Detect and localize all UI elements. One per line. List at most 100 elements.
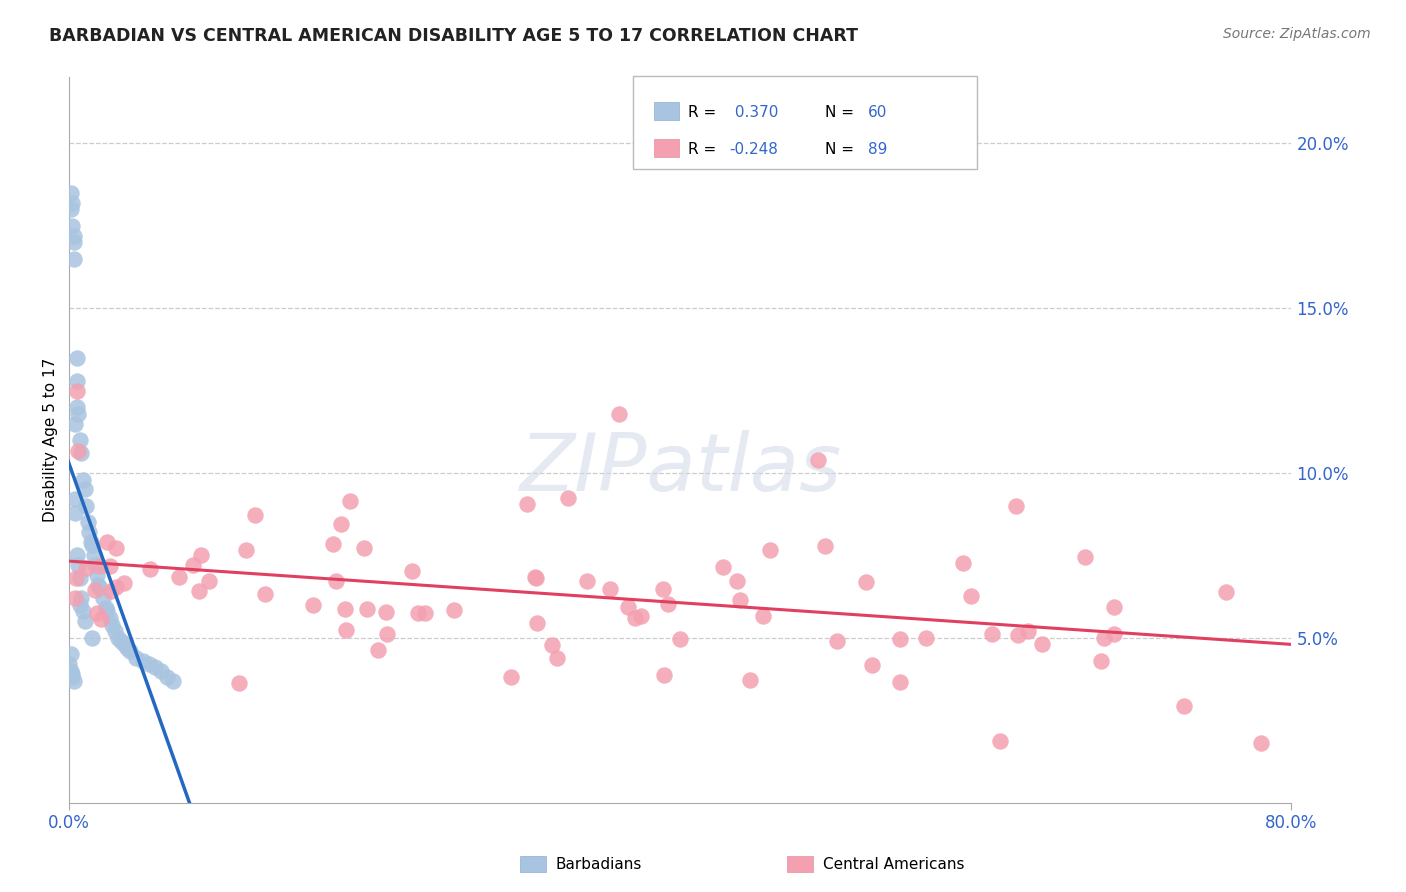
Text: Source: ZipAtlas.com: Source: ZipAtlas.com: [1223, 27, 1371, 41]
Point: [110, 634, 132, 648]
Point: [1102, 627, 1125, 641]
Point: [728, 593, 751, 607]
Point: [825, 634, 848, 648]
Point: [100, 611, 122, 625]
Point: [335, 602, 357, 616]
Point: [65, 571, 87, 585]
Point: [190, 548, 212, 562]
Point: [101, 617, 124, 632]
Point: [79, 535, 101, 549]
Text: R =: R =: [688, 105, 721, 120]
Point: [87, 578, 110, 592]
Point: [59, 202, 82, 217]
Point: [66, 351, 89, 365]
Point: [576, 574, 599, 588]
Point: [66, 549, 89, 563]
Point: [960, 589, 983, 603]
Point: [72, 473, 94, 487]
Point: [254, 587, 277, 601]
Point: [70, 446, 93, 460]
Point: [408, 606, 430, 620]
Point: [181, 558, 204, 573]
Point: [325, 574, 347, 588]
Point: [1017, 624, 1039, 638]
Point: [96, 604, 118, 618]
Point: [1250, 736, 1272, 750]
Point: [112, 637, 135, 651]
Point: [98, 558, 121, 573]
Text: N =: N =: [825, 105, 859, 120]
Point: [86, 568, 108, 582]
Y-axis label: Disability Age 5 to 17: Disability Age 5 to 17: [44, 358, 58, 522]
Text: ZIPatlas: ZIPatlas: [519, 430, 841, 508]
Point: [401, 564, 423, 578]
Point: [375, 606, 398, 620]
Point: [65, 506, 87, 520]
Point: [1094, 631, 1116, 645]
Point: [73, 483, 96, 497]
Point: [624, 611, 647, 625]
Point: [83, 549, 105, 563]
Point: [107, 631, 129, 645]
Point: [72, 604, 94, 618]
Point: [62, 228, 84, 243]
Point: [156, 670, 179, 684]
Point: [91, 591, 114, 606]
Point: [90, 611, 112, 625]
Point: [70, 591, 93, 606]
Point: [353, 541, 375, 556]
Point: [104, 541, 127, 555]
Point: [630, 609, 652, 624]
Point: [86, 607, 108, 621]
Point: [83, 583, 105, 598]
Point: [69, 571, 91, 585]
Point: [302, 598, 325, 612]
Point: [60, 670, 83, 684]
Point: [187, 583, 209, 598]
Point: [752, 608, 775, 623]
Point: [1031, 637, 1053, 651]
Point: [198, 574, 221, 589]
Point: [66, 444, 89, 458]
Point: [125, 650, 148, 665]
Point: [599, 582, 621, 596]
Point: [94, 601, 117, 615]
Point: [860, 657, 883, 672]
Point: [59, 647, 82, 661]
Point: [104, 580, 127, 594]
Point: [138, 657, 160, 672]
Point: [100, 583, 122, 598]
Point: [725, 574, 748, 589]
Point: [82, 539, 104, 553]
Point: [82, 631, 104, 645]
Point: [322, 537, 344, 551]
Point: [339, 493, 361, 508]
Point: [73, 615, 96, 629]
Point: [526, 615, 548, 630]
Point: [657, 597, 679, 611]
Point: [669, 632, 692, 646]
Text: 89: 89: [868, 142, 887, 157]
Point: [245, 508, 267, 522]
Point: [66, 384, 89, 398]
Point: [990, 734, 1012, 748]
Point: [1090, 654, 1112, 668]
Point: [59, 186, 82, 200]
Text: N =: N =: [825, 142, 859, 157]
Point: [60, 667, 83, 681]
Text: 0.370: 0.370: [730, 105, 778, 120]
Point: [59, 664, 82, 678]
Point: [117, 640, 139, 655]
Point: [104, 624, 127, 639]
Point: [540, 638, 562, 652]
Point: [526, 571, 548, 585]
Point: [557, 491, 579, 506]
Point: [335, 623, 357, 637]
Point: [228, 675, 250, 690]
Point: [546, 651, 568, 665]
Point: [60, 219, 83, 233]
Point: [1173, 698, 1195, 713]
Point: [814, 539, 837, 553]
Point: [855, 575, 877, 590]
Point: [89, 558, 111, 573]
